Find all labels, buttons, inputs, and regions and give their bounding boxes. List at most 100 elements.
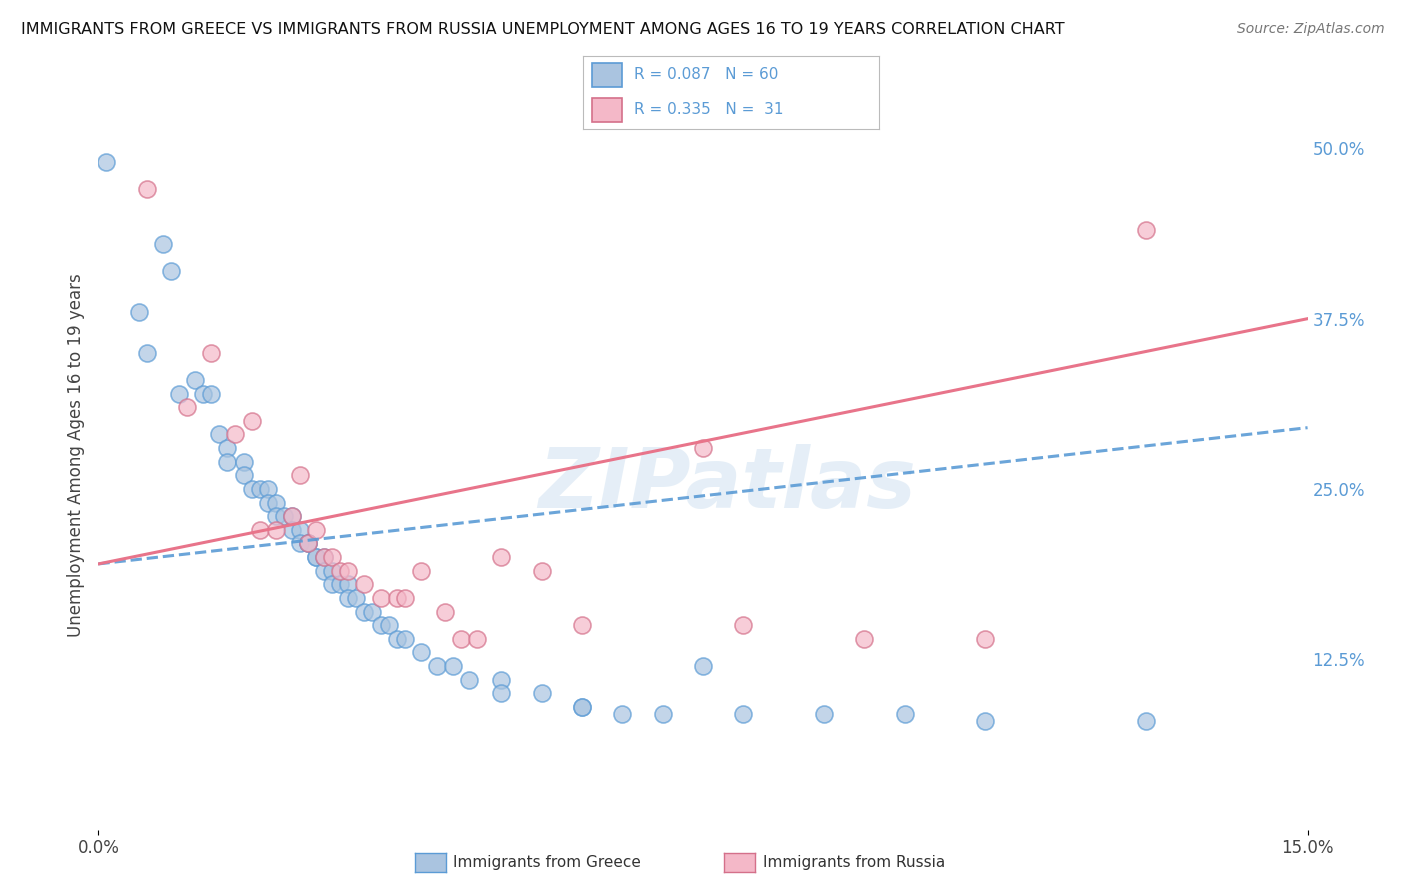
Point bbox=[651, 706, 673, 721]
Point bbox=[249, 482, 271, 496]
Point bbox=[385, 591, 408, 605]
Point bbox=[217, 441, 239, 455]
Point bbox=[160, 264, 183, 278]
Point bbox=[135, 345, 157, 359]
Point bbox=[450, 632, 472, 646]
Point bbox=[200, 386, 222, 401]
Point bbox=[305, 523, 328, 537]
Point bbox=[297, 536, 319, 550]
Point bbox=[232, 468, 254, 483]
Point bbox=[974, 714, 997, 728]
Point bbox=[329, 577, 352, 591]
Point bbox=[240, 482, 263, 496]
Point bbox=[571, 700, 593, 714]
Point bbox=[321, 577, 343, 591]
Point bbox=[314, 550, 336, 565]
Point bbox=[135, 182, 157, 196]
Point bbox=[281, 523, 304, 537]
Point bbox=[813, 706, 835, 721]
Point bbox=[314, 564, 336, 578]
Text: R = 0.087   N = 60: R = 0.087 N = 60 bbox=[634, 68, 778, 82]
Y-axis label: Unemployment Among Ages 16 to 19 years: Unemployment Among Ages 16 to 19 years bbox=[66, 273, 84, 637]
Point bbox=[337, 564, 360, 578]
Point bbox=[385, 632, 408, 646]
Point bbox=[361, 605, 384, 619]
Point bbox=[530, 686, 553, 700]
Point bbox=[530, 564, 553, 578]
Text: Immigrants from Russia: Immigrants from Russia bbox=[763, 855, 946, 870]
Point bbox=[217, 455, 239, 469]
Point bbox=[571, 618, 593, 632]
Point bbox=[612, 706, 634, 721]
Point bbox=[288, 536, 311, 550]
Point bbox=[370, 591, 392, 605]
Point bbox=[256, 482, 278, 496]
Point bbox=[974, 632, 997, 646]
Point bbox=[281, 509, 304, 524]
Point bbox=[264, 495, 287, 509]
Point bbox=[200, 345, 222, 359]
Point bbox=[733, 706, 755, 721]
Point bbox=[733, 618, 755, 632]
Text: Immigrants from Greece: Immigrants from Greece bbox=[453, 855, 641, 870]
Point bbox=[491, 686, 513, 700]
Point bbox=[96, 155, 118, 169]
Point bbox=[491, 673, 513, 687]
Point bbox=[273, 509, 295, 524]
Point bbox=[692, 659, 714, 673]
Point bbox=[297, 536, 319, 550]
Point bbox=[353, 605, 375, 619]
Point bbox=[264, 509, 287, 524]
Point bbox=[458, 673, 481, 687]
Point bbox=[208, 427, 231, 442]
Point bbox=[321, 550, 343, 565]
Point bbox=[409, 645, 432, 659]
Point bbox=[409, 564, 432, 578]
Point bbox=[394, 632, 416, 646]
Point bbox=[193, 386, 215, 401]
Point bbox=[281, 509, 304, 524]
Text: IMMIGRANTS FROM GREECE VS IMMIGRANTS FROM RUSSIA UNEMPLOYMENT AMONG AGES 16 TO 1: IMMIGRANTS FROM GREECE VS IMMIGRANTS FRO… bbox=[21, 22, 1064, 37]
Point bbox=[441, 659, 464, 673]
Text: Source: ZipAtlas.com: Source: ZipAtlas.com bbox=[1237, 22, 1385, 37]
Point bbox=[321, 564, 343, 578]
Point bbox=[337, 577, 360, 591]
Point bbox=[394, 591, 416, 605]
Point bbox=[353, 577, 375, 591]
Point bbox=[853, 632, 876, 646]
Point bbox=[571, 700, 593, 714]
Point bbox=[176, 401, 198, 415]
Point bbox=[465, 632, 488, 646]
Point bbox=[329, 564, 352, 578]
Point bbox=[1135, 223, 1157, 237]
Point bbox=[240, 414, 263, 428]
Point bbox=[288, 523, 311, 537]
Point bbox=[426, 659, 449, 673]
Point bbox=[232, 455, 254, 469]
Point bbox=[893, 706, 915, 721]
Point bbox=[491, 550, 513, 565]
Text: ZIPatlas: ZIPatlas bbox=[538, 444, 917, 525]
Point bbox=[256, 495, 278, 509]
Point bbox=[224, 427, 246, 442]
Point bbox=[314, 550, 336, 565]
Bar bbox=[592, 98, 621, 122]
Point bbox=[692, 441, 714, 455]
Point bbox=[434, 605, 457, 619]
Point bbox=[167, 386, 190, 401]
Point bbox=[305, 550, 328, 565]
Point bbox=[337, 591, 360, 605]
Point bbox=[288, 468, 311, 483]
Point bbox=[377, 618, 399, 632]
Point bbox=[184, 373, 207, 387]
Point bbox=[370, 618, 392, 632]
Point bbox=[152, 236, 174, 251]
Point bbox=[297, 536, 319, 550]
Point bbox=[344, 591, 367, 605]
Point bbox=[264, 523, 287, 537]
Point bbox=[249, 523, 271, 537]
Point bbox=[1135, 714, 1157, 728]
Point bbox=[305, 550, 328, 565]
Bar bbox=[592, 62, 621, 87]
Point bbox=[128, 305, 150, 319]
